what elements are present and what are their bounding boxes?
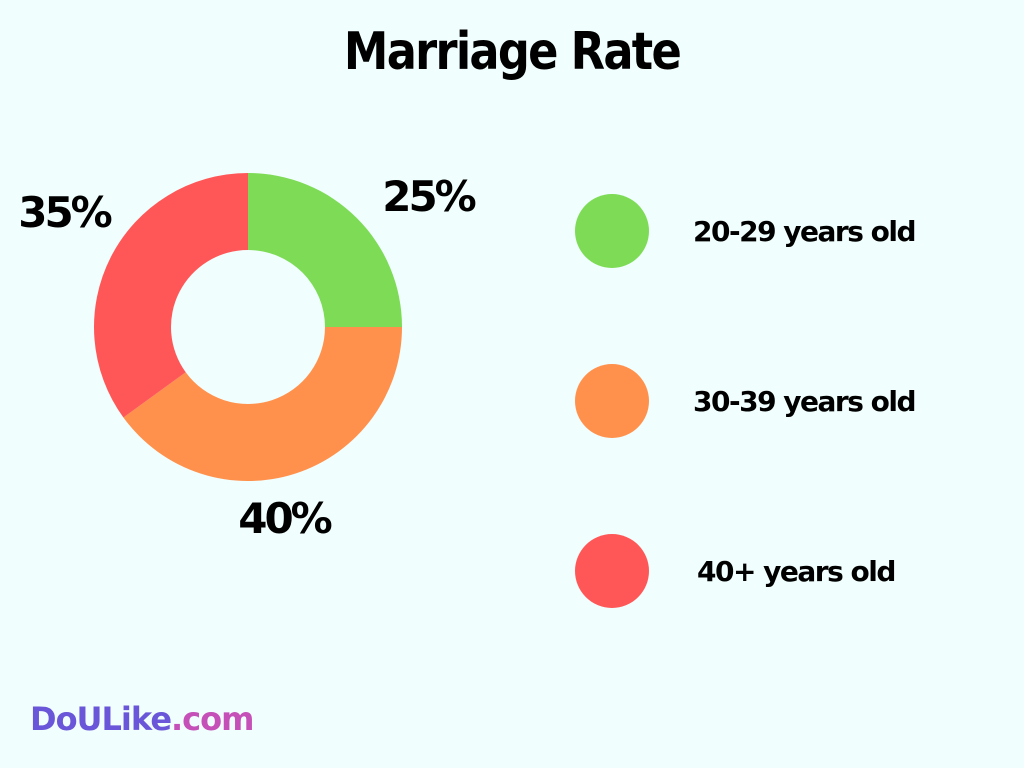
slice-label-20-29-years-old: 25%	[382, 172, 475, 221]
legend-swatch-30-39-years-old	[575, 364, 649, 438]
legend: 20-29 years old 30-39 years old 40+ years …	[575, 194, 917, 608]
legend-label-30-39-years-old: 30-39 years old	[693, 385, 915, 418]
slice-labels: 25% 40% 35%	[18, 172, 478, 543]
donut-slices	[94, 173, 403, 482]
slice-label-30-39-years-old: 40%	[238, 494, 331, 543]
slice-30-39-years-old	[123, 327, 403, 482]
legend-label-20-29-years-old: 20-29 years old	[693, 215, 915, 248]
slice-20-29-years-old	[248, 173, 402, 327]
chart-title: Marriage Rate	[343, 22, 682, 82]
slice-40-years-old	[94, 173, 249, 418]
legend-item-20-29-years-old: 20-29 years old	[575, 194, 917, 268]
legend-item-40-years-old: 40+ years old	[575, 534, 896, 608]
brand-name: DoULike	[30, 700, 172, 738]
legend-swatch-20-29-years-old	[575, 194, 649, 268]
brand-domain: .com	[171, 700, 254, 738]
legend-label-40-years-old: 40+ years old	[697, 555, 895, 588]
brand-logo[interactable]: DoULike.com	[30, 700, 254, 738]
slice-label-40-years-old: 35%	[18, 188, 111, 237]
legend-swatch-40-years-old	[575, 534, 649, 608]
legend-item-30-39-years-old: 30-39 years old	[575, 364, 917, 438]
